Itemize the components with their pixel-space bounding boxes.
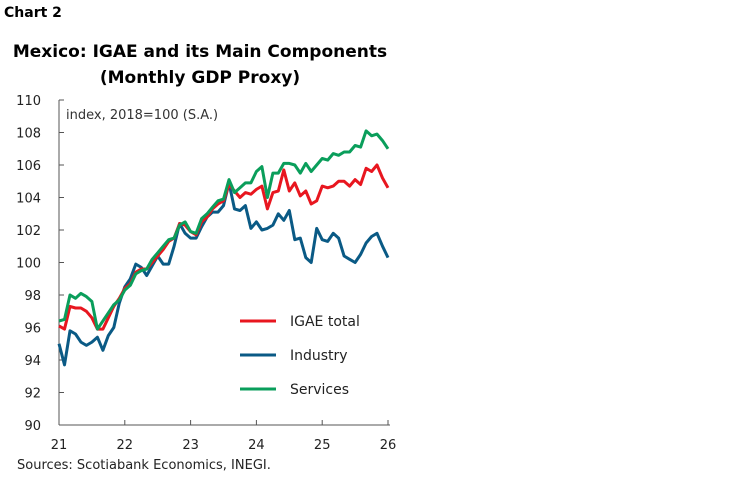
y-tick-label: 90: [24, 419, 41, 434]
y-tick-label: 94: [24, 354, 41, 369]
y-tick-label: 106: [16, 159, 41, 174]
y-tick-label: 96: [24, 322, 41, 337]
y-tick-label: 108: [16, 127, 41, 142]
x-tick-label: 21: [51, 438, 68, 453]
chart-number: Chart 2: [4, 5, 62, 21]
x-tick-label: 24: [248, 438, 265, 453]
legend-label: IGAE total: [290, 314, 360, 330]
series-line-igae-total: [58, 163, 390, 331]
legend-label: Services: [290, 382, 349, 398]
legend-label: Industry: [290, 348, 348, 364]
y-tick-label: 104: [16, 192, 41, 207]
x-tick-label: 25: [314, 438, 331, 453]
chart-title: Mexico: IGAE and its Main Components: [12, 42, 388, 62]
x-tick-label: 22: [117, 438, 134, 453]
y-tick-label: 100: [16, 257, 41, 272]
y-tick-label: 110: [16, 94, 41, 109]
chart-subtitle: (Monthly GDP Proxy): [99, 68, 301, 88]
x-tick-label: 26: [380, 438, 397, 453]
x-tick-label: 23: [182, 438, 199, 453]
y-tick-label: 102: [16, 224, 41, 239]
series-line-industry: [57, 181, 390, 367]
source-note: Sources: Scotiabank Economics, INEGI.: [17, 458, 271, 473]
y-tick-label: 92: [24, 387, 41, 402]
unit-annotation: index, 2018=100 (S.A.): [66, 108, 218, 123]
y-tick-label: 98: [24, 289, 41, 304]
series-line-services: [58, 129, 390, 331]
